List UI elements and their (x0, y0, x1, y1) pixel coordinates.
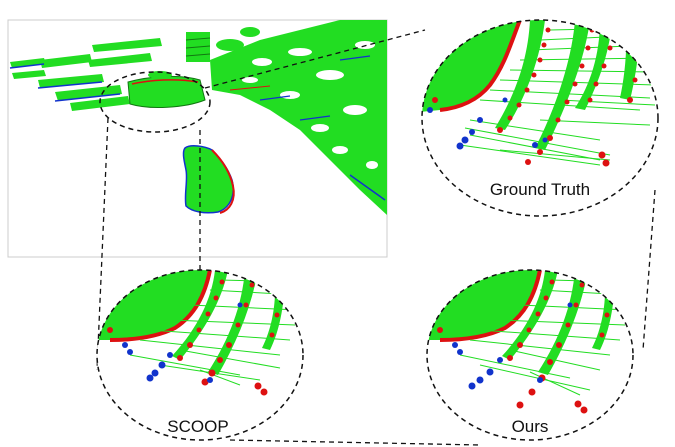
zoom-region-outline (99, 71, 211, 133)
ground-truth-outline (421, 19, 659, 217)
ground-truth-zoom-panel: Ground Truth (421, 19, 659, 217)
ours-outline (426, 269, 634, 441)
overview-panel (7, 19, 388, 258)
ours-label: Ours (512, 417, 549, 436)
connector-lines (96, 29, 656, 446)
ours-zoom-panel: Ours (426, 269, 634, 441)
ground-truth-label: Ground Truth (490, 180, 590, 199)
scoop-label: SCOOP (167, 417, 228, 436)
scoop-zoom-panel: SCOOP (96, 269, 304, 441)
scoop-outline (96, 269, 304, 441)
overview-point-cloud (9, 20, 387, 215)
